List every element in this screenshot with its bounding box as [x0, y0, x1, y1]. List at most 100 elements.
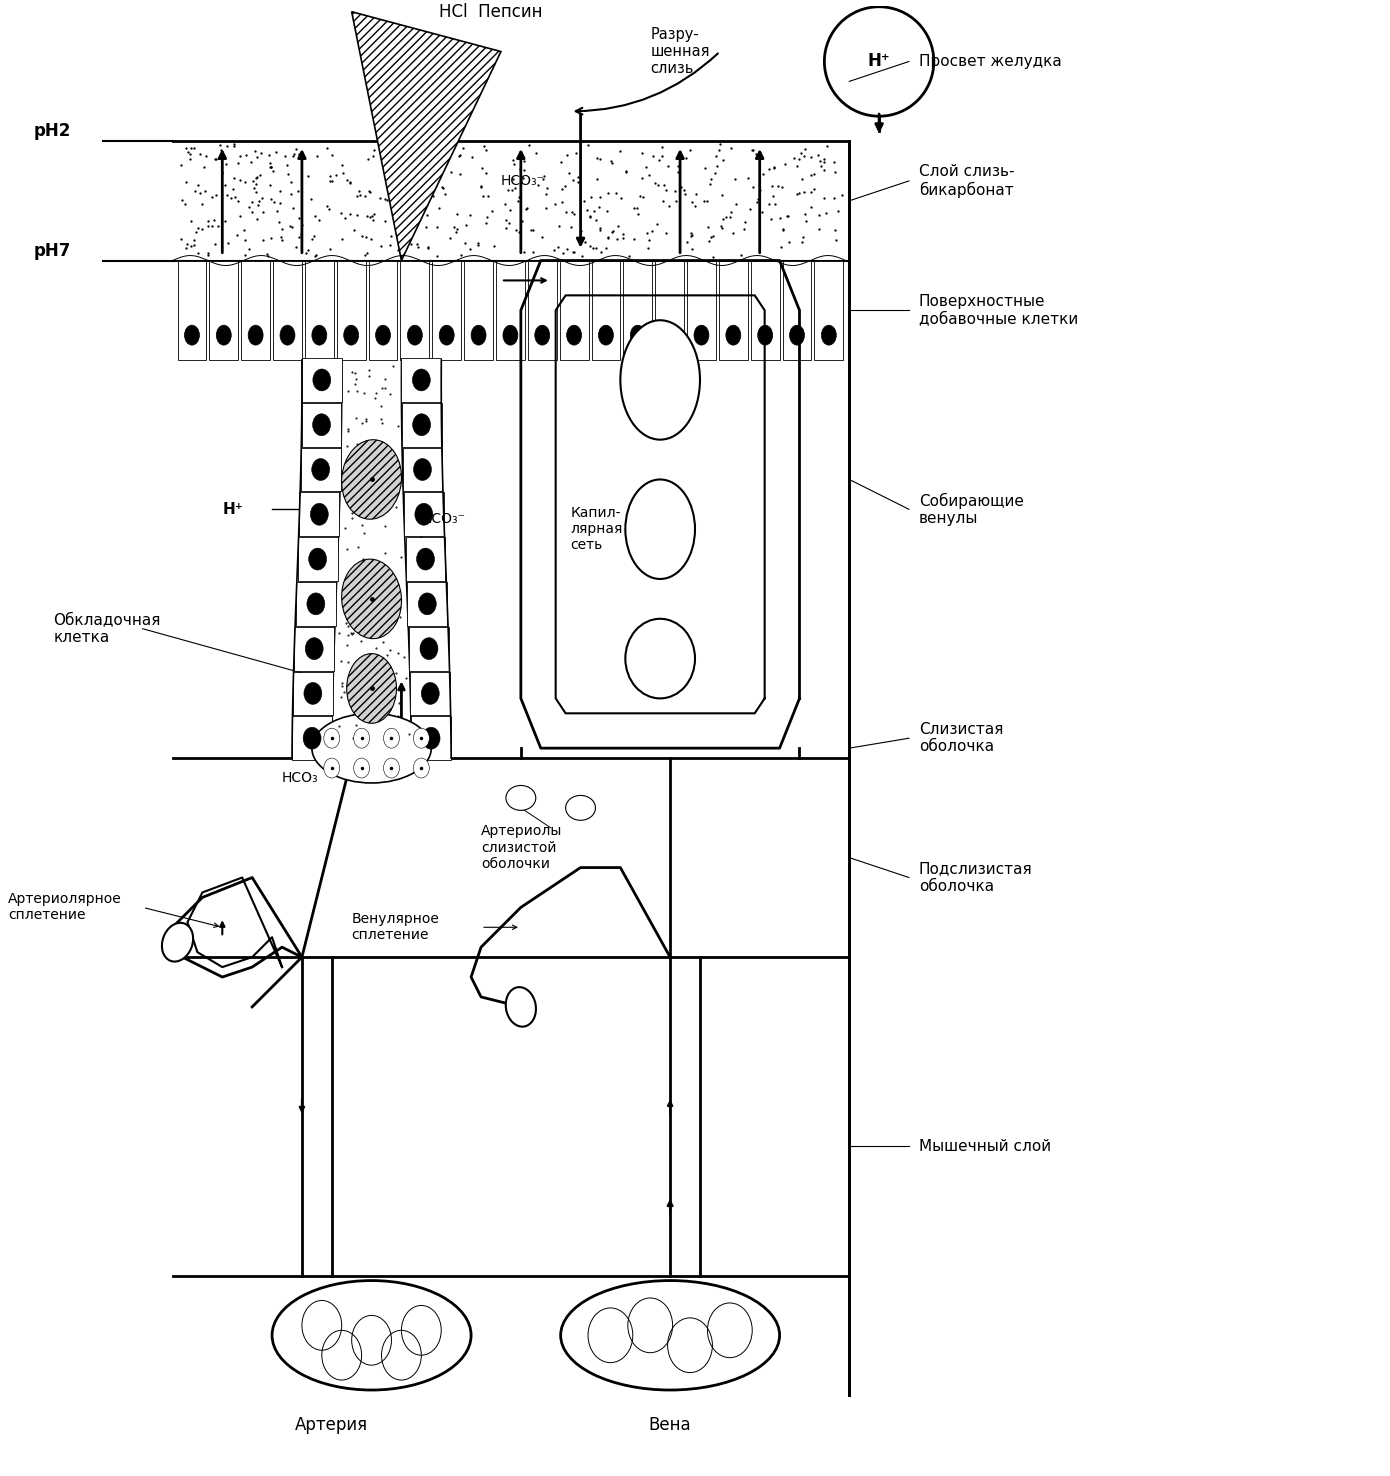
Ellipse shape [384, 759, 399, 778]
Text: pH2: pH2 [33, 123, 71, 140]
Ellipse shape [324, 728, 339, 748]
Bar [402, 403, 442, 447]
Ellipse shape [304, 682, 322, 704]
Text: HCO₃⁻: HCO₃⁻ [500, 174, 545, 187]
Bar [299, 493, 339, 536]
Ellipse shape [821, 325, 837, 345]
Bar [655, 261, 684, 360]
Text: Артерия: Артерия [295, 1415, 368, 1433]
Ellipse shape [506, 987, 537, 1027]
Ellipse shape [313, 369, 331, 391]
Ellipse shape [311, 459, 329, 481]
Ellipse shape [413, 413, 431, 435]
Ellipse shape [217, 325, 231, 345]
Ellipse shape [418, 593, 436, 615]
Ellipse shape [567, 325, 581, 345]
Text: H⁺: H⁺ [867, 53, 891, 71]
Bar [304, 261, 334, 360]
Bar [272, 261, 302, 360]
Bar [297, 537, 338, 582]
Ellipse shape [185, 325, 199, 345]
Ellipse shape [414, 503, 432, 525]
Bar [409, 627, 449, 670]
Text: pH7: pH7 [33, 242, 71, 260]
Text: Вена: Вена [649, 1415, 691, 1433]
Bar [302, 359, 342, 401]
Ellipse shape [417, 548, 435, 570]
Ellipse shape [413, 459, 431, 481]
Ellipse shape [324, 759, 339, 778]
Bar [496, 261, 525, 360]
Ellipse shape [353, 759, 370, 778]
Ellipse shape [342, 559, 402, 639]
Bar [404, 493, 443, 536]
Ellipse shape [423, 728, 441, 750]
Ellipse shape [726, 325, 741, 345]
Ellipse shape [630, 325, 645, 345]
Ellipse shape [161, 922, 193, 961]
Ellipse shape [626, 480, 695, 579]
Bar [528, 261, 556, 360]
Bar [293, 672, 332, 716]
Ellipse shape [407, 325, 423, 345]
Ellipse shape [535, 325, 549, 345]
Bar [719, 261, 748, 360]
Ellipse shape [311, 713, 431, 782]
Ellipse shape [694, 325, 709, 345]
Ellipse shape [560, 1281, 780, 1390]
Ellipse shape [309, 548, 327, 570]
Ellipse shape [272, 1281, 471, 1390]
Ellipse shape [599, 325, 613, 345]
Bar [815, 261, 844, 360]
Bar [295, 627, 334, 670]
Text: Мышечный слой: Мышечный слой [919, 1138, 1051, 1154]
Ellipse shape [375, 325, 391, 345]
Bar [402, 359, 441, 401]
Ellipse shape [421, 682, 439, 704]
Ellipse shape [303, 728, 321, 750]
Text: Венулярное
сплетение: Венулярное сплетение [352, 912, 439, 942]
Bar [368, 261, 398, 360]
Text: HCO₃: HCO₃ [282, 770, 318, 785]
Text: Артериолы
слизистой
оболочки: Артериолы слизистой оболочки [481, 825, 563, 871]
Bar [432, 261, 461, 360]
Text: Собирающие
венулы: Собирающие венулы [919, 493, 1024, 525]
Bar [403, 447, 442, 492]
Bar [560, 261, 588, 360]
Text: HCl  Пепсин: HCl Пепсин [439, 3, 542, 21]
Bar [751, 261, 780, 360]
Bar [407, 582, 448, 626]
Bar [400, 261, 430, 360]
Bar [292, 716, 332, 760]
Text: Просвет желудка: Просвет желудка [919, 55, 1062, 69]
Ellipse shape [506, 785, 535, 810]
Ellipse shape [413, 759, 430, 778]
Ellipse shape [662, 325, 677, 345]
Ellipse shape [353, 728, 370, 748]
Ellipse shape [307, 593, 325, 615]
Bar [336, 261, 366, 360]
Text: Артериолярное
сплетение: Артериолярное сплетение [8, 893, 122, 922]
Ellipse shape [420, 638, 438, 660]
Bar [296, 582, 336, 626]
Bar [300, 447, 341, 492]
Text: Подслизистая
оболочка: Подслизистая оболочка [919, 862, 1033, 894]
Ellipse shape [306, 638, 322, 660]
Text: H⁺: H⁺ [222, 502, 243, 517]
Bar [687, 261, 716, 360]
Text: Капил-
лярная
сеть: Капил- лярная сеть [571, 506, 623, 552]
Bar [242, 261, 270, 360]
Ellipse shape [413, 369, 431, 391]
Bar [411, 716, 450, 760]
Ellipse shape [758, 325, 773, 345]
Bar [302, 403, 342, 447]
Bar [410, 672, 450, 716]
Ellipse shape [311, 325, 327, 345]
Text: Слизистая
оболочка: Слизистая оболочка [919, 722, 1004, 754]
Ellipse shape [503, 325, 518, 345]
Bar [783, 261, 812, 360]
Ellipse shape [439, 325, 455, 345]
Bar [178, 261, 206, 360]
Text: HCO₃⁻: HCO₃⁻ [421, 512, 466, 527]
Text: Поверхностные
добавочные клетки: Поверхностные добавочные клетки [919, 294, 1079, 326]
